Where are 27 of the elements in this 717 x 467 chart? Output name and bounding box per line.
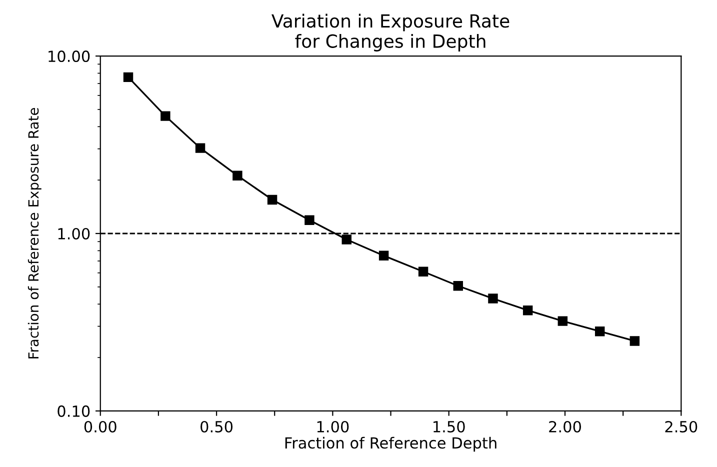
point [558, 316, 568, 326]
y-axis-title: Fraction of Reference Exposure Rate [28, 108, 42, 358]
point [123, 72, 134, 82]
y-tick-label: 1.00 [58, 228, 90, 240]
point [630, 336, 640, 346]
x-tick-label: 2.50 [665, 420, 698, 433]
point [522, 305, 533, 316]
point [342, 234, 352, 244]
point [453, 280, 463, 291]
x-tick-label: 1.00 [317, 420, 349, 433]
y-tick-label: 10.00 [48, 50, 90, 62]
x-tick-label: 0.00 [84, 420, 116, 433]
x-tick-label: 1.50 [434, 420, 465, 433]
x-tick-label: 2.00 [549, 420, 581, 433]
point [232, 170, 242, 180]
point [488, 294, 498, 304]
point [378, 250, 389, 261]
point [160, 111, 170, 121]
point [418, 266, 428, 276]
x-tick-label: 0.50 [200, 420, 233, 433]
point [304, 215, 314, 225]
point [267, 194, 278, 205]
y-tick-label: 0.10 [58, 405, 90, 417]
chart-title: Variation in Exposure Rate for Changes in Depth [272, 14, 510, 52]
point [195, 143, 206, 153]
point [594, 326, 605, 336]
x-axis-title: Fraction of Reference Depth [285, 436, 496, 452]
